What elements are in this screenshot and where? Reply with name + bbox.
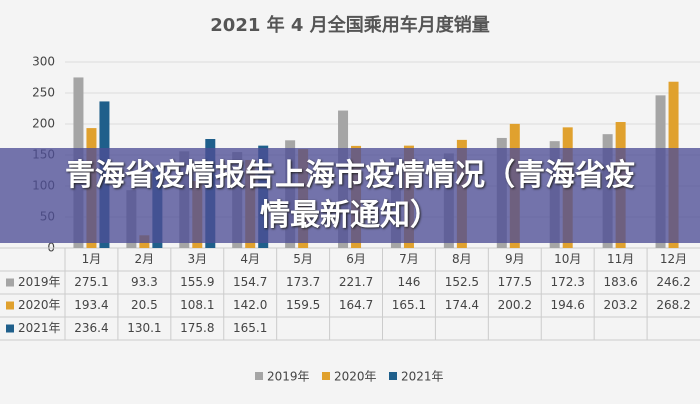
table-cell: 165.1 — [392, 298, 426, 312]
table-cell: 194.6 — [551, 298, 585, 312]
x-tick-label: 11月 — [607, 252, 634, 266]
row-label: 2019年 — [18, 275, 61, 289]
legend-swatch — [255, 372, 263, 380]
table-cell: 275.1 — [74, 275, 108, 289]
table-cell: 183.6 — [603, 275, 637, 289]
table-cell: 177.5 — [498, 275, 532, 289]
y-tick-label: 200 — [32, 117, 55, 131]
x-tick-label: 5月 — [293, 252, 313, 266]
table-cell: 221.7 — [339, 275, 373, 289]
table-cell: 174.4 — [445, 298, 479, 312]
y-tick-label: 300 — [32, 55, 55, 69]
x-tick-label: 2月 — [135, 252, 155, 266]
legend-label: 2020年 — [334, 370, 377, 384]
table-cell: 164.7 — [339, 298, 373, 312]
table-cell: 154.7 — [233, 275, 267, 289]
row-label: 2020年 — [18, 298, 61, 312]
chart-title: 2021 年 4 月全国乘用车月度销量 — [210, 14, 489, 36]
table-cell: 108.1 — [180, 298, 214, 312]
table-cell: 155.9 — [180, 275, 214, 289]
x-tick-label: 12月 — [660, 252, 687, 266]
x-tick-label: 3月 — [187, 252, 207, 266]
x-tick-label: 1月 — [82, 252, 102, 266]
table-cell: 142.0 — [233, 298, 267, 312]
x-tick-label: 7月 — [399, 252, 419, 266]
x-tick-label: 9月 — [505, 252, 525, 266]
overlay-banner: 青海省疫情报告上海市疫情情况（青海省疫情最新通知） — [0, 148, 700, 243]
table-cell: 236.4 — [74, 321, 108, 335]
table-cell: 20.5 — [131, 298, 158, 312]
table-cell: 146 — [398, 275, 421, 289]
table-cell: 200.2 — [498, 298, 532, 312]
x-tick-label: 4月 — [240, 252, 260, 266]
legend-swatch — [6, 301, 14, 310]
y-tick-label: 250 — [32, 86, 55, 100]
table-cell: 193.4 — [74, 298, 108, 312]
table-cell: 165.1 — [233, 321, 267, 335]
table-cell: 152.5 — [445, 275, 479, 289]
table-cell: 203.2 — [603, 298, 637, 312]
legend-swatch — [6, 324, 14, 333]
table-cell: 130.1 — [127, 321, 161, 335]
table-cell: 268.2 — [656, 298, 690, 312]
legend-label: 2019年 — [267, 370, 310, 384]
table-cell: 93.3 — [131, 275, 158, 289]
x-tick-label: 8月 — [452, 252, 472, 266]
table-cell: 173.7 — [286, 275, 320, 289]
overlay-title: 青海省疫情报告上海市疫情情况（青海省疫情最新通知） — [65, 157, 635, 233]
legend-swatch — [6, 278, 14, 287]
x-tick-label: 6月 — [346, 252, 366, 266]
legend-label: 2021年 — [401, 370, 444, 384]
table-cell: 172.3 — [551, 275, 585, 289]
legend-swatch — [322, 372, 330, 380]
table-cell: 159.5 — [286, 298, 320, 312]
row-label: 2021年 — [18, 321, 61, 335]
table-cell: 175.8 — [180, 321, 214, 335]
x-tick-label: 10月 — [554, 252, 581, 266]
table-cell: 246.2 — [656, 275, 690, 289]
legend-swatch — [389, 372, 397, 380]
